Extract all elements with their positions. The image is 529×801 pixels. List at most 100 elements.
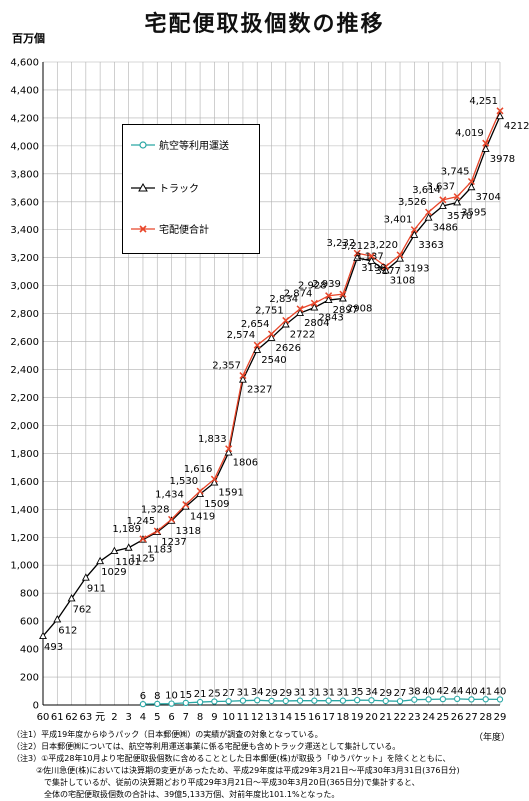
point-truck (353, 253, 362, 261)
data-label-air: 40 (422, 686, 435, 697)
y-tick-label: 2,400 (10, 365, 39, 376)
point-air (439, 695, 447, 703)
y-tick-label: 4,400 (10, 85, 39, 96)
chart-title: 宅配便取扱個数の推移 (144, 12, 385, 37)
y-tick-label: 2,600 (10, 337, 39, 348)
y-tick-label: 1,800 (10, 449, 39, 460)
data-label-air: 44 (451, 686, 464, 697)
point-total (225, 445, 233, 453)
data-label-air: 10 (165, 691, 178, 702)
x-tick-label: 9 (211, 712, 217, 723)
legend-label-truck: トラック (159, 184, 199, 195)
point-air (225, 698, 232, 705)
point-total (282, 316, 290, 324)
point-air (282, 697, 289, 705)
data-label-truck: 3108 (390, 276, 415, 287)
point-air (411, 696, 418, 703)
data-label-truck: 2626 (276, 343, 301, 354)
y-tick-label: 1,600 (10, 477, 39, 488)
data-label-total: 2,928 (298, 281, 327, 292)
data-label-truck: 1318 (176, 526, 201, 537)
data-label-air: 31 (322, 688, 335, 699)
data-label-truck: 1806 (233, 458, 258, 469)
y-tick-label: 600 (20, 617, 39, 628)
data-label-air: 40 (494, 686, 507, 697)
point-total (382, 262, 390, 271)
y-tick-label: 2,000 (10, 421, 39, 432)
note-line: ②佐川急便(株)においては決算期の変更があったため、平成29年度は平成29年3月… (12, 766, 460, 775)
chart-legend: 航空等利用運送 トラック 宅配便合計 (122, 124, 260, 254)
point-truck (81, 573, 90, 581)
y-tick-label: 4,000 (10, 141, 39, 152)
data-label-air: 40 (465, 686, 478, 697)
point-truck (496, 111, 504, 120)
data-label-total: 2,654 (241, 319, 270, 330)
x-tick-label: 21 (379, 712, 392, 723)
x-tick-label: 14 (279, 712, 292, 723)
point-truck (124, 543, 133, 551)
data-label-air: 27 (222, 688, 235, 699)
data-label-total: 1,833 (198, 434, 227, 445)
data-label-total: 3,137 (355, 252, 384, 263)
data-label-truck: 3363 (418, 240, 443, 251)
point-truck (67, 594, 76, 602)
data-label-total: 3,526 (398, 197, 427, 208)
note-line: （注2）日本郵便㈱については、航空等利用運送事業に係る宅配便も含めトラック運送と… (12, 742, 401, 751)
data-label-truck: 1125 (130, 554, 155, 565)
data-label-truck: 3193 (404, 264, 429, 275)
data-label-truck: 3486 (433, 223, 458, 234)
point-total (168, 515, 176, 523)
data-label-air: 35 (351, 687, 364, 698)
data-label-air: 29 (265, 688, 278, 699)
point-air (211, 698, 218, 705)
point-air (496, 696, 504, 703)
point-air (239, 697, 247, 704)
x-tick-label: 19 (351, 712, 364, 723)
data-label-truck: 2804 (304, 318, 329, 329)
data-label-total: 1,616 (184, 464, 213, 475)
point-truck (224, 448, 233, 456)
data-label-truck: 911 (87, 584, 106, 595)
data-label-total: 4,251 (469, 96, 498, 107)
y-tick-label: 200 (20, 673, 39, 684)
data-label-truck: 493 (44, 642, 63, 653)
data-label-total: 3,220 (369, 240, 398, 251)
point-truck (238, 375, 247, 383)
point-total (482, 139, 490, 147)
legend-label-total: 宅配便合計 (159, 225, 209, 236)
point-truck (324, 295, 333, 303)
data-label-total: 2,357 (212, 361, 241, 372)
x-tick-label: 20 (365, 712, 378, 723)
point-truck (424, 213, 433, 221)
x-tick-label: 23 (408, 712, 421, 723)
legend-item-truck: トラック (131, 180, 199, 195)
point-total (196, 487, 204, 495)
data-label-total: 3,614 (412, 185, 441, 196)
x-tick-label: 62 (65, 712, 78, 723)
y-tick-label: 2,200 (10, 393, 39, 404)
point-air (254, 697, 261, 704)
x-tick-label: 3 (126, 712, 132, 723)
data-label-truck: 1029 (101, 567, 126, 578)
point-air (296, 697, 304, 704)
data-label-air: 41 (479, 686, 492, 697)
point-air (268, 697, 275, 705)
y-tick-label: 0 (33, 701, 39, 712)
point-truck (438, 201, 447, 209)
x-tick-label: 22 (394, 712, 407, 723)
point-total (153, 527, 161, 535)
x-tick-label: 18 (337, 712, 350, 723)
data-label-total: 3,745 (441, 167, 470, 178)
data-label-air: 34 (365, 687, 378, 698)
data-label-air: 29 (279, 688, 292, 699)
data-label-air: 31 (294, 688, 307, 699)
point-truck (396, 254, 404, 262)
data-label-truck: 3177 (375, 266, 400, 277)
point-truck (39, 631, 47, 640)
x-tick-label: 61 (51, 712, 64, 723)
data-label-truck: 3595 (461, 207, 486, 218)
data-label-air: 38 (408, 687, 421, 698)
x-tick-label: 5 (154, 712, 160, 723)
point-air (325, 697, 332, 704)
data-label-truck: 612 (58, 625, 77, 636)
